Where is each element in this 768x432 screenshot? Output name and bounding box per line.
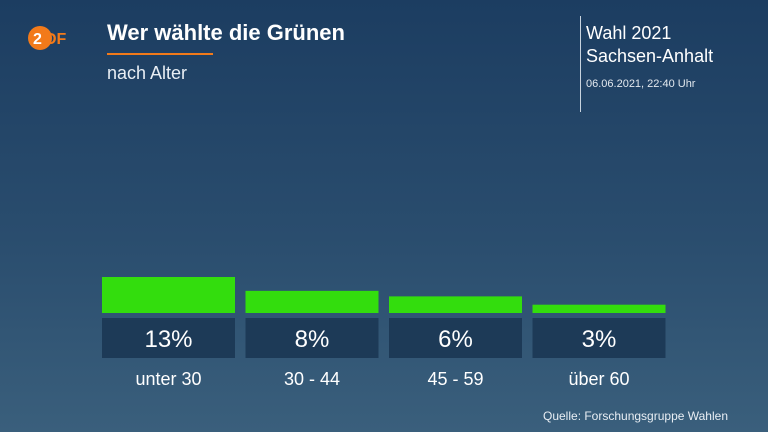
election-region: Sachsen-Anhalt <box>586 46 714 66</box>
bar-1 <box>102 277 235 313</box>
category-label-3: 45 - 59 <box>427 369 483 389</box>
header-divider <box>580 16 581 112</box>
category-label-1: unter 30 <box>135 369 201 389</box>
chart-subtitle: nach Alter <box>107 63 188 83</box>
value-box-4 <box>532 318 666 358</box>
election-title: Wahl 2021 <box>586 23 672 43</box>
value-label-3: 6% <box>438 326 473 353</box>
source-note: Quelle: Forschungsgruppe Wahlen <box>543 409 728 423</box>
value-box-1 <box>102 318 235 358</box>
zdf-logo: 2 DF <box>28 26 80 50</box>
value-label-2: 8% <box>295 326 330 353</box>
value-box-2 <box>245 318 379 358</box>
timestamp: 06.06.2021, 22:40 Uhr <box>586 78 696 90</box>
bar-4 <box>532 304 666 313</box>
svg-text:DF: DF <box>45 31 67 48</box>
category-label-2: 30 - 44 <box>284 369 340 389</box>
title-underline <box>107 53 213 55</box>
category-label-4: über 60 <box>568 369 629 389</box>
svg-text:2: 2 <box>33 31 42 48</box>
bar-2 <box>245 290 379 313</box>
value-box-3 <box>389 318 522 358</box>
election-info: Wahl 2021 Sachsen-Anhalt <box>586 22 713 68</box>
value-label-1: 13% <box>144 326 192 353</box>
zdf-logo-icon: 2 DF <box>28 26 67 50</box>
bar-3 <box>389 296 522 313</box>
chart-title: Wer wählte die Grünen <box>107 20 345 45</box>
value-label-4: 3% <box>582 326 617 353</box>
